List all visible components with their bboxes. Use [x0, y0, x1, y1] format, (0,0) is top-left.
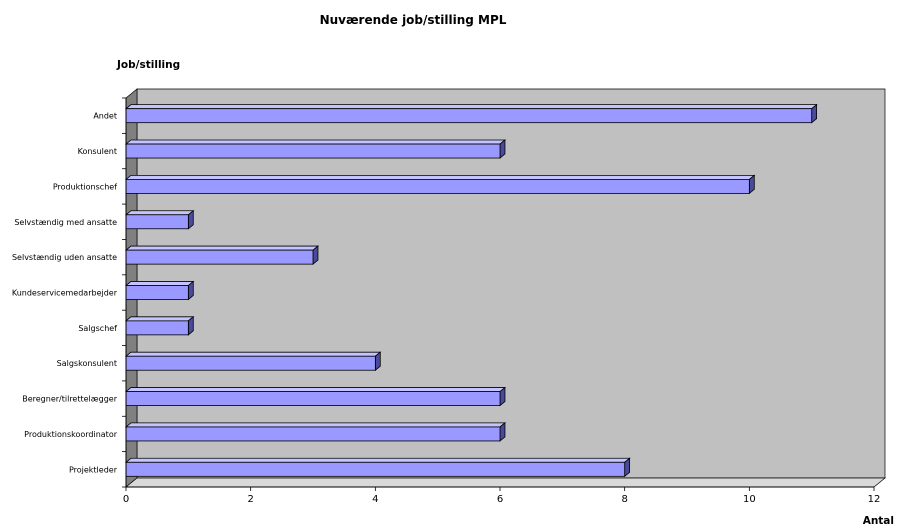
x-tick-label: 2	[247, 494, 253, 505]
bar-top	[124, 174, 756, 180]
x-tick-label: 0	[123, 494, 129, 505]
bar	[125, 355, 376, 371]
chart-title: Nuværende job/stilling MPL	[320, 13, 507, 27]
bar	[125, 249, 314, 265]
category-label: Beregner/tilrettelægger	[22, 395, 117, 404]
bar-top	[124, 422, 507, 428]
bar	[125, 214, 189, 230]
x-tick-label: 8	[621, 494, 627, 505]
bar	[125, 108, 813, 124]
x-tick-label: 4	[372, 494, 378, 505]
x-tick-label: 12	[868, 494, 881, 505]
bar-top	[124, 139, 507, 145]
category-label: Projektleder	[69, 465, 118, 474]
bar	[125, 391, 501, 406]
bar-top	[124, 387, 507, 392]
category-label: Salgschef	[78, 324, 117, 333]
category-label: Produktionskoordinator	[24, 430, 118, 439]
floor	[125, 477, 886, 488]
category-label: Salgskonsulent	[57, 359, 117, 368]
bar	[125, 285, 189, 300]
bar	[125, 320, 189, 336]
category-label: Andet	[93, 112, 117, 121]
bar-top	[124, 245, 320, 251]
bar-top	[124, 316, 195, 322]
bar-top	[124, 281, 195, 286]
bar-top	[124, 210, 195, 216]
category-label: Produktionschef	[53, 182, 117, 191]
x-axis-title: Antal	[863, 515, 894, 527]
bar-top	[124, 457, 631, 463]
x-tick-label: 6	[497, 494, 503, 505]
category-label: Kundeservicemedarbejder	[12, 289, 118, 298]
bar	[125, 179, 750, 194]
category-label: Selvstændig uden ansatte	[12, 253, 117, 262]
x-tick-label: 10	[743, 494, 756, 505]
bar	[125, 426, 501, 442]
category-label: Konsulent	[78, 147, 117, 156]
bar-top	[124, 351, 382, 357]
bar	[125, 143, 501, 159]
category-label: Selvstændig med ansatte	[14, 218, 117, 227]
y-axis-title: Job/stilling	[116, 59, 180, 71]
bar	[125, 461, 626, 477]
plot-area: Andet Konsulent Produktionschef Selvstændig…	[12, 88, 886, 505]
bar-top	[124, 104, 818, 110]
